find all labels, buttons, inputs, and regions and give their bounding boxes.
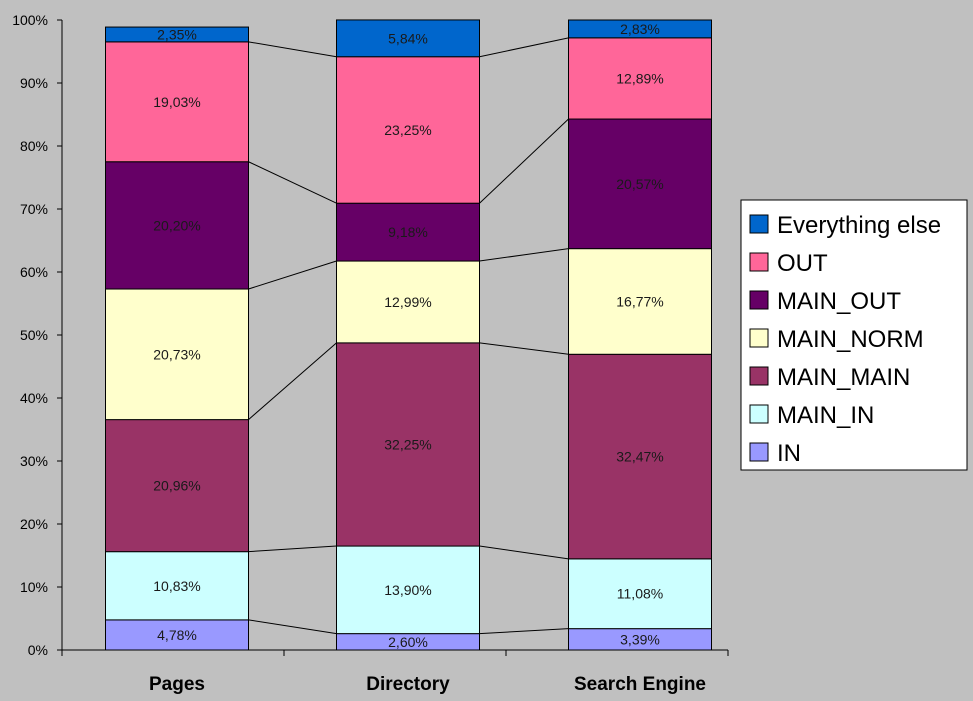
legend-swatch bbox=[749, 290, 769, 310]
legend-label: MAIN_IN bbox=[777, 402, 874, 429]
data-label: 32,25% bbox=[384, 436, 431, 452]
data-label: 3,39% bbox=[620, 631, 660, 647]
legend-label: MAIN_NORM bbox=[777, 326, 924, 353]
series-line bbox=[479, 248, 569, 262]
bar-segment-main-out bbox=[568, 118, 712, 250]
series-line bbox=[479, 118, 569, 204]
data-label: 20,20% bbox=[153, 217, 200, 233]
legend-swatch bbox=[749, 252, 769, 272]
y-tick-label: 0% bbox=[28, 642, 48, 658]
x-category-label: Search Engine bbox=[574, 674, 706, 695]
y-tick-label: 90% bbox=[20, 75, 48, 91]
y-tick-label: 100% bbox=[12, 12, 48, 28]
bar-segment-everything-else bbox=[336, 19, 480, 58]
data-label: 20,96% bbox=[153, 478, 200, 494]
series-line bbox=[479, 37, 569, 58]
data-labels: 4,78% 2,60% 3,39% 10,83% 13,90% 11,08% 20,96% 3… bbox=[153, 21, 663, 650]
legend-box bbox=[740, 199, 968, 471]
data-label: 32,47% bbox=[616, 449, 663, 465]
bar-segment-out bbox=[336, 56, 480, 204]
series-line bbox=[479, 545, 569, 560]
bar-segment-everything-else bbox=[568, 19, 712, 39]
series-line bbox=[248, 619, 337, 635]
legend-label: OUT bbox=[777, 250, 828, 277]
data-label: 11,08% bbox=[617, 586, 663, 602]
series-line bbox=[248, 260, 337, 290]
y-tick-label: 60% bbox=[20, 264, 48, 280]
series-lines bbox=[248, 37, 569, 635]
series-line bbox=[248, 41, 337, 58]
bar-segment-main-in bbox=[568, 558, 712, 630]
bar-segment-main-out bbox=[105, 161, 249, 290]
data-label: 19,03% bbox=[153, 94, 200, 110]
series-line bbox=[248, 161, 337, 204]
data-label: 9,18% bbox=[388, 224, 428, 240]
data-label: 16,77% bbox=[616, 293, 663, 309]
data-label: 2,60% bbox=[388, 634, 428, 650]
y-tick-label: 40% bbox=[20, 390, 48, 406]
bar-segment-main-norm bbox=[105, 288, 249, 421]
bar-segment-out bbox=[568, 37, 712, 120]
series-line bbox=[479, 628, 569, 635]
y-tick-label: 20% bbox=[20, 516, 48, 532]
legend-label: IN bbox=[777, 440, 801, 467]
bar-segment-main-norm bbox=[568, 248, 712, 355]
bar-segment-main-main bbox=[568, 353, 712, 560]
data-label: 5,84% bbox=[388, 30, 428, 46]
y-tick-label: 70% bbox=[20, 201, 48, 217]
legend-swatch bbox=[749, 404, 769, 424]
legend-label: Everything else bbox=[777, 212, 941, 239]
legend: Everything else OUT MAIN_OUT MAIN_NORM MAIN_… bbox=[740, 199, 968, 471]
x-category-label: Pages bbox=[149, 674, 205, 695]
x-category-label: Directory bbox=[366, 674, 450, 695]
data-label: 2,35% bbox=[157, 26, 197, 42]
bar-segment-main-in bbox=[105, 551, 249, 621]
bar-segment-out bbox=[105, 41, 249, 163]
data-label: 12,99% bbox=[384, 294, 431, 310]
data-label: 23,25% bbox=[384, 122, 431, 138]
data-label: 20,73% bbox=[153, 346, 200, 362]
data-label: 10,83% bbox=[153, 578, 200, 594]
bar-segment-main-main bbox=[105, 419, 249, 553]
y-tick-label: 50% bbox=[20, 327, 48, 343]
data-label: 2,83% bbox=[620, 21, 660, 37]
bar-segment-everything-else bbox=[105, 26, 249, 43]
y-tick-label: 80% bbox=[20, 138, 48, 154]
legend-label: MAIN_MAIN bbox=[777, 364, 910, 391]
bar-segment-main-in bbox=[336, 545, 480, 635]
y-tick-label: 10% bbox=[20, 579, 48, 595]
bar-segment-main-main bbox=[336, 342, 480, 547]
bar-segment-main-norm bbox=[336, 260, 480, 344]
y-tick-label: 30% bbox=[20, 453, 48, 469]
legend-swatch bbox=[749, 366, 769, 386]
data-label: 12,89% bbox=[616, 70, 663, 86]
legend-swatch bbox=[749, 328, 769, 348]
legend-swatch bbox=[749, 442, 769, 462]
data-label: 20,57% bbox=[616, 176, 663, 192]
series-line bbox=[248, 545, 337, 553]
legend-label: MAIN_OUT bbox=[777, 288, 901, 315]
series-line bbox=[479, 342, 569, 355]
series-line bbox=[248, 342, 337, 420]
bars bbox=[105, 19, 712, 651]
data-label: 13,90% bbox=[384, 582, 431, 598]
data-label: 4,78% bbox=[157, 627, 197, 643]
legend-swatch bbox=[749, 214, 769, 234]
bar-segment-main-out bbox=[336, 202, 480, 262]
